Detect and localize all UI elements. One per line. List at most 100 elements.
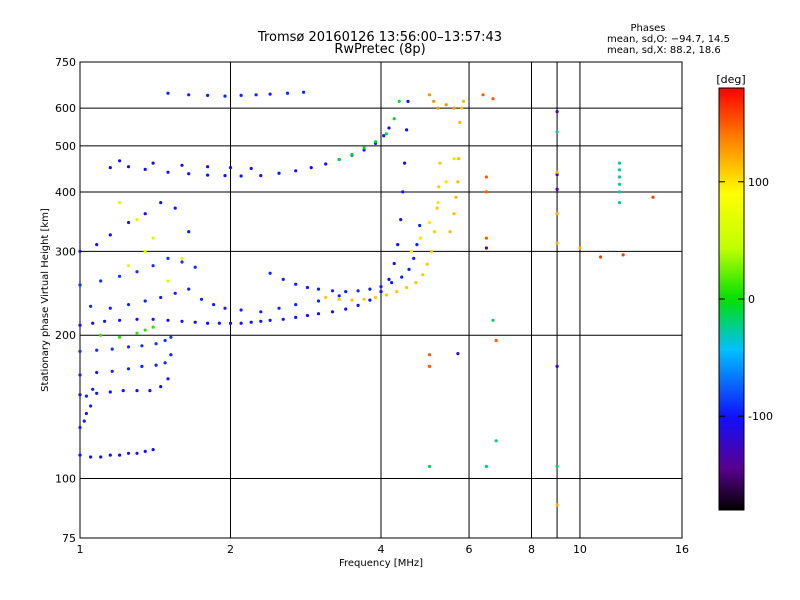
x-tick-label: 4 [378,543,385,556]
data-point [324,162,328,166]
data-point [403,161,407,165]
data-point [206,321,210,325]
data-point [494,338,498,343]
data-point [368,298,372,302]
data-point [324,295,328,300]
x-tick-label: 10 [573,543,587,556]
data-point [82,419,86,423]
data-point [432,99,436,103]
data-point [78,453,82,457]
data-point [392,117,396,121]
data-point [337,157,341,162]
y-tick-label: 750 [55,56,76,69]
data-point [368,287,372,291]
data-point [387,277,391,281]
data-point [151,161,155,165]
data-point [412,256,416,260]
gridlines [80,62,682,538]
data-point [344,290,348,294]
data-point [118,159,122,163]
data-point [555,187,559,191]
data-point [166,318,170,322]
data-point [89,304,93,308]
data-point [173,206,177,210]
data-point [330,289,335,293]
y-tick-label: 200 [55,329,76,342]
data-point [484,175,488,179]
data-point [555,503,559,507]
data-point [452,106,456,110]
data-point [617,175,622,179]
colorbar: [deg] -100 0 100 [716,73,773,511]
data-point [277,171,281,175]
data-point [118,453,122,457]
data-point [99,333,103,337]
data-point [239,308,243,312]
data-point [126,264,131,268]
data-point [212,303,216,307]
data-point [481,93,485,97]
chart-title: Tromsø 20160126 13:56:00–13:57:43 [257,30,502,45]
chart-subtitle: RwPretec (8p) [334,42,425,57]
data-point [268,271,272,275]
y-tick-label: 400 [55,186,76,199]
data-point [110,369,114,373]
data-point [373,140,378,144]
data-point [405,285,409,290]
x-tick-label: 6 [466,543,473,556]
data-point [437,185,441,189]
y-tick-label: 75 [62,532,76,545]
data-point [414,281,418,285]
data-point [337,297,341,301]
data-point [223,306,227,310]
data-point [91,321,95,325]
data-point [118,201,122,205]
data-point [651,195,655,199]
plot-area: 1 2 4 6 8 10 16 75 100 200 300 400 500 600 750 [55,56,689,556]
data-point [427,93,432,97]
data-point [118,335,122,339]
data-point [617,161,622,165]
data-point [187,93,191,97]
data-point [151,317,155,321]
data-point [356,303,360,307]
data-point [206,173,210,177]
data-point [148,389,152,393]
x-tick-label: 16 [675,543,689,556]
data-point [617,190,622,194]
y-axis-title: Stationary phase Virtual Height [km] [40,208,51,392]
data-point [555,130,559,134]
data-point [78,425,82,430]
data-point [135,317,139,321]
data-point [126,303,131,307]
data-point [228,166,233,170]
data-point [448,230,452,234]
data-point [555,241,559,245]
data-point [151,325,155,329]
data-point [173,291,177,295]
data-point [484,236,488,240]
data-point [458,120,462,124]
data-point [555,173,559,177]
data-point [555,110,559,114]
data-point [159,385,163,389]
data-point [108,390,112,394]
data-point [617,168,622,172]
data-point [452,212,456,216]
data-point [430,249,434,253]
data-point [180,256,184,260]
data-point [78,349,82,353]
data-point [187,230,191,234]
data-point [143,167,147,171]
data-point [392,261,396,266]
data-point [427,220,432,225]
stats-heading: Phases [630,23,665,34]
data-point [239,93,243,97]
data-point [491,318,495,322]
data-point [121,389,125,393]
data-point [254,93,258,97]
data-point [418,223,422,228]
data-point [108,453,112,457]
data-point [163,361,167,365]
data-point [169,353,173,357]
